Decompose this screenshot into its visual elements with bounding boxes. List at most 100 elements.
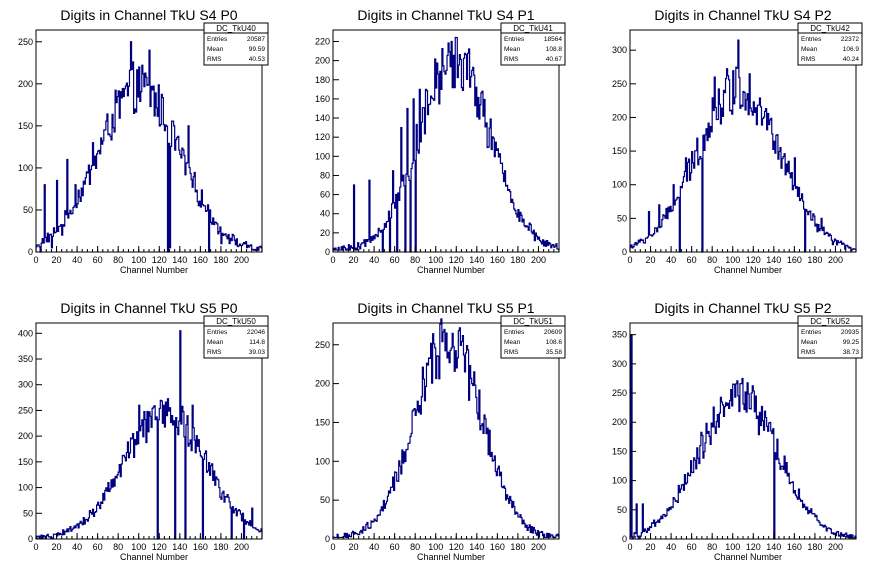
stats-value-rms: 40.67 [546, 56, 563, 63]
x-tick-label: 100 [131, 542, 146, 552]
y-tick-label: 400 [18, 328, 33, 338]
stats-value-entries: 20609 [544, 329, 562, 336]
stats-value-entries: 18564 [544, 36, 562, 43]
x-tick-label: 140 [172, 542, 187, 552]
y-tick-label: 300 [612, 359, 627, 369]
x-tick-label: 200 [531, 255, 546, 265]
x-tick-label: 200 [531, 542, 546, 552]
y-tick-label: 150 [612, 446, 627, 456]
chart-title: Digits in Channel TkU S4 P0 [60, 7, 237, 23]
stats-label-mean: Mean [207, 46, 224, 53]
stats-label-rms: RMS [504, 349, 519, 356]
x-tick-label: 160 [193, 255, 208, 265]
x-tick-label: 60 [687, 255, 697, 265]
stats-value-rms: 38.73 [843, 349, 860, 356]
y-tick-label: 150 [612, 146, 627, 156]
y-tick-label: 300 [612, 45, 627, 55]
y-tick-label: 300 [18, 380, 33, 390]
y-tick-label: 200 [612, 417, 627, 427]
y-tick-label: 50 [617, 505, 627, 515]
y-tick-label: 100 [612, 180, 627, 190]
y-tick-label: 250 [612, 79, 627, 89]
x-tick-label: 80 [113, 255, 123, 265]
y-tick-label: 0 [28, 534, 33, 544]
y-tick-label: 150 [18, 121, 33, 131]
y-tick-label: 160 [315, 94, 330, 104]
x-tick-label: 140 [766, 542, 781, 552]
y-tick-label: 50 [320, 495, 330, 505]
x-tick-label: 40 [369, 255, 379, 265]
x-tick-label: 120 [449, 255, 464, 265]
chart-title: Digits in Channel TkU S4 P1 [357, 7, 534, 23]
x-tick-label: 20 [646, 255, 656, 265]
x-tick-label: 80 [707, 255, 717, 265]
y-tick-label: 350 [612, 330, 627, 340]
x-axis-label: Channel Number [417, 552, 485, 562]
x-tick-label: 180 [807, 255, 822, 265]
stats-label-rms: RMS [504, 56, 519, 63]
x-tick-label: 100 [428, 255, 443, 265]
x-tick-label: 0 [330, 542, 335, 552]
histogram-series [332, 318, 560, 539]
stats-value-mean: 106.9 [843, 46, 860, 53]
x-tick-label: 140 [766, 255, 781, 265]
x-tick-label: 40 [72, 542, 82, 552]
x-axis-label: Channel Number [714, 552, 782, 562]
x-tick-label: 140 [469, 255, 484, 265]
stats-label-mean: Mean [801, 46, 818, 53]
chart-title: Digits in Channel TkU S4 P2 [654, 7, 831, 23]
y-tick-label: 120 [315, 132, 330, 142]
stats-title: DC_TkU41 [513, 24, 553, 33]
stats-box-frame [797, 315, 863, 359]
chart-title: Digits in Channel TkU S5 P0 [60, 300, 237, 316]
x-tick-label: 100 [725, 255, 740, 265]
stats-box-frame [797, 22, 863, 66]
x-tick-label: 140 [172, 255, 187, 265]
stats-value-entries: 22046 [247, 329, 265, 336]
stats-label-rms: RMS [801, 56, 816, 63]
x-tick-label: 80 [113, 542, 123, 552]
x-tick-label: 40 [666, 255, 676, 265]
chart-title: Digits in Channel TkU S5 P2 [654, 300, 831, 316]
x-tick-label: 40 [666, 542, 676, 552]
stats-label-mean: Mean [207, 339, 224, 346]
y-tick-label: 220 [315, 36, 330, 46]
x-tick-label: 100 [131, 255, 146, 265]
x-tick-label: 20 [52, 255, 62, 265]
x-tick-label: 120 [449, 542, 464, 552]
y-tick-label: 250 [18, 37, 33, 47]
stats-value-entries: 20935 [841, 329, 859, 336]
x-tick-label: 80 [410, 542, 420, 552]
stats-box: DC_TkU40 Entries 20587 Mean 99.59 RMS 40.53 [203, 22, 269, 66]
stats-value-entries: 22372 [841, 36, 859, 43]
y-tick-label: 50 [23, 508, 33, 518]
x-tick-label: 120 [746, 255, 761, 265]
y-tick-label: 0 [325, 534, 330, 544]
y-tick-label: 100 [18, 483, 33, 493]
histogram-panel: Digits in Channel TkU S4 P0 0 20 40 60 80 100 1… [18, 7, 269, 275]
stats-title: DC_TkU52 [810, 317, 850, 326]
stats-title: DC_TkU42 [810, 24, 850, 33]
y-tick-label: 0 [622, 534, 627, 544]
stats-label-rms: RMS [207, 349, 222, 356]
x-tick-label: 180 [510, 255, 525, 265]
x-tick-label: 40 [369, 542, 379, 552]
x-tick-label: 160 [193, 542, 208, 552]
y-tick-label: 0 [325, 247, 330, 257]
y-tick-label: 60 [320, 190, 330, 200]
y-tick-label: 150 [18, 457, 33, 467]
x-tick-label: 20 [52, 542, 62, 552]
y-tick-label: 100 [18, 163, 33, 173]
y-tick-label: 200 [18, 431, 33, 441]
y-tick-label: 50 [23, 205, 33, 215]
x-tick-label: 0 [627, 542, 632, 552]
y-tick-label: 20 [320, 228, 330, 238]
histogram-series [629, 39, 857, 253]
x-tick-label: 140 [469, 542, 484, 552]
x-tick-label: 80 [707, 542, 717, 552]
x-tick-label: 60 [390, 542, 400, 552]
x-tick-label: 60 [687, 542, 697, 552]
x-tick-label: 20 [646, 542, 656, 552]
y-tick-label: 150 [315, 417, 330, 427]
